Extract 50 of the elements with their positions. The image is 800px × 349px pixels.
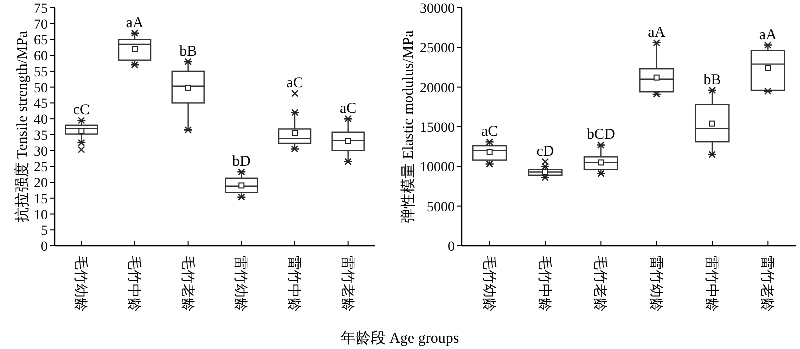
annotation: bB (704, 72, 722, 89)
y-axis-title: 弹性模量 Elastic modulus/MPa (400, 30, 417, 224)
y-tick-label: 70 (34, 18, 48, 33)
y-tick-label: 50 (34, 81, 48, 96)
y-tick-label: 25000 (420, 42, 455, 57)
x-tick-label: 雷竹中龄 (286, 256, 302, 312)
y-tick-label: 20000 (420, 81, 455, 96)
y-tick-label: 5000 (427, 200, 455, 216)
annotation: bCD (586, 127, 616, 144)
x-tick-label: 雷竹中龄 (704, 256, 720, 312)
y-tick-label: 75 (34, 2, 48, 17)
y-tick-label: 0 (41, 240, 48, 255)
x-tick-label: 雷竹幼龄 (232, 256, 249, 312)
annotation: cC (73, 102, 90, 119)
y-tick-label: 25 (34, 160, 48, 176)
annotation: aA (759, 27, 778, 44)
annotation: aA (648, 24, 666, 41)
x-tick-label: 毛竹中龄 (126, 256, 142, 312)
y-tick-label: 30 (34, 144, 48, 160)
x-tick-label: 雷竹老龄 (759, 256, 776, 312)
x-tick-label: 毛竹老龄 (592, 256, 608, 312)
y-tick-label: 30000 (420, 2, 455, 17)
y-tick-label: 15 (34, 192, 48, 208)
annotation: aA (126, 15, 144, 32)
y-tick-label: 20 (34, 176, 48, 192)
annotation: aC (286, 76, 304, 92)
y-tick-label: 65 (34, 34, 48, 49)
y-axis-title: 抗拉强度 Tensile strength/MPa (14, 30, 31, 223)
y-tick-label: 15000 (420, 121, 455, 136)
y-tick-label: 45 (34, 97, 48, 112)
y-tick-label: 55 (34, 65, 48, 80)
x-tick-label: 毛竹中龄 (536, 256, 552, 312)
x-tick-label: 毛竹幼龄 (72, 256, 89, 312)
annotation: aC (481, 124, 498, 140)
y-tick-label: 10000 (420, 160, 455, 176)
y-tick-label: 10 (34, 208, 48, 224)
x-tick-label: 雷竹老龄 (339, 256, 356, 312)
annotation: bD (232, 154, 251, 170)
x-tick-label: 毛竹老龄 (179, 256, 196, 312)
y-tick-label: 40 (34, 113, 48, 128)
annotation: bB (180, 44, 198, 60)
annotation: cD (536, 144, 554, 160)
x-tick-label: 雷竹幼龄 (648, 256, 664, 312)
annotation: aC (340, 101, 357, 118)
x-axis-title: 年龄段 Age groups (340, 330, 460, 347)
x-tick-label: 毛竹幼龄 (480, 256, 497, 312)
y-tick-label: 60 (34, 50, 48, 65)
y-tick-label: 5 (41, 224, 48, 240)
y-tick-label: 35 (34, 128, 48, 144)
y-tick-label: 0 (448, 240, 455, 255)
